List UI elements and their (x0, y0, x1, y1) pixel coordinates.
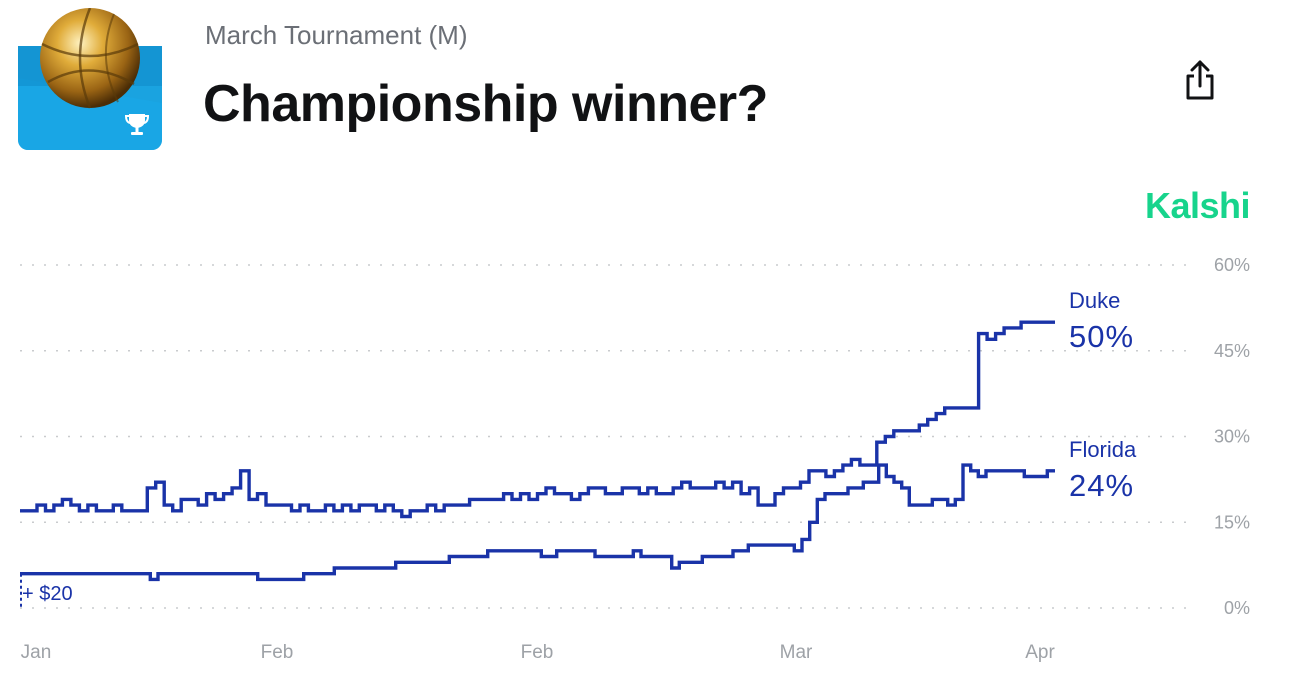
x-tick-label: Jan (21, 642, 52, 663)
y-tick-label: 15% (1214, 512, 1250, 532)
x-tick-label: Feb (521, 642, 554, 663)
series-line-duke (20, 320, 1055, 519)
market-thumbnail (18, 8, 162, 150)
y-tick-label: 0% (1224, 598, 1250, 618)
x-tick-label: Apr (1025, 642, 1055, 663)
position-annotation: + $20 (22, 583, 73, 605)
series-label-florida: Florida (1069, 437, 1137, 462)
series-label-duke: Duke (1069, 288, 1120, 313)
brand-logo: Kalshi (1144, 185, 1251, 226)
event-category: March Tournament (M) (205, 20, 468, 50)
page-title: Championship winner? (203, 75, 768, 133)
y-tick-label: 30% (1214, 427, 1250, 447)
series-value-florida: 24% (1069, 468, 1134, 503)
trophy-icon (124, 114, 150, 135)
series-line-florida (20, 463, 1055, 582)
series-value-duke: 50% (1069, 319, 1134, 354)
share-icon[interactable] (1180, 58, 1220, 102)
y-tick-label: 60% (1214, 255, 1250, 275)
y-tick-label: 45% (1214, 341, 1250, 361)
x-tick-label: Feb (261, 642, 294, 663)
x-tick-label: Mar (780, 642, 813, 663)
basketball-icon (40, 8, 140, 109)
